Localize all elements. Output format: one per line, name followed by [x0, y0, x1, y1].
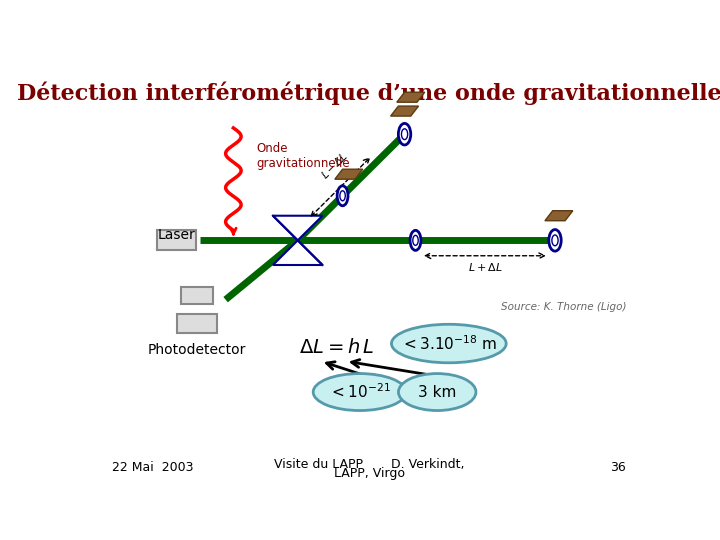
Ellipse shape: [313, 374, 406, 410]
Text: $< 3.10^{-18}$ m: $< 3.10^{-18}$ m: [401, 334, 497, 353]
Ellipse shape: [413, 235, 418, 245]
Polygon shape: [273, 215, 323, 240]
FancyBboxPatch shape: [177, 314, 217, 333]
Ellipse shape: [549, 230, 561, 251]
Text: 3 km: 3 km: [418, 384, 456, 400]
Polygon shape: [545, 211, 573, 221]
Text: $L - \Delta L$: $L - \Delta L$: [318, 150, 350, 181]
Ellipse shape: [398, 124, 411, 145]
FancyBboxPatch shape: [181, 287, 213, 304]
Ellipse shape: [340, 191, 346, 201]
Text: 36: 36: [611, 461, 626, 474]
Text: Laser: Laser: [158, 228, 196, 242]
Text: Onde
gravitationnelle: Onde gravitationnelle: [256, 142, 350, 170]
Polygon shape: [397, 92, 425, 102]
Text: $< 10^{-21}$: $< 10^{-21}$: [329, 383, 390, 401]
Ellipse shape: [552, 235, 558, 246]
Text: Visite du LAPP       D. Verkindt,: Visite du LAPP D. Verkindt,: [274, 458, 464, 471]
Text: $L+\Delta L$: $L+\Delta L$: [468, 261, 503, 273]
Text: $\Delta L = h\,L$: $\Delta L = h\,L$: [299, 338, 374, 357]
Text: 22 Mai  2003: 22 Mai 2003: [112, 461, 193, 474]
Text: LAPP, Virgo: LAPP, Virgo: [333, 467, 405, 480]
Ellipse shape: [410, 231, 421, 251]
Text: Source: K. Thorne (Ligo): Source: K. Thorne (Ligo): [500, 302, 626, 312]
Ellipse shape: [337, 186, 348, 206]
Text: Photodetector: Photodetector: [148, 343, 246, 357]
Ellipse shape: [402, 129, 408, 139]
Polygon shape: [335, 169, 363, 179]
Ellipse shape: [398, 374, 476, 410]
Polygon shape: [391, 106, 418, 116]
Text: Détection interférométrique d’une onde gravitationnelle: Détection interférométrique d’une onde g…: [17, 82, 720, 105]
Ellipse shape: [392, 325, 506, 363]
Polygon shape: [273, 240, 323, 265]
FancyBboxPatch shape: [158, 231, 196, 251]
